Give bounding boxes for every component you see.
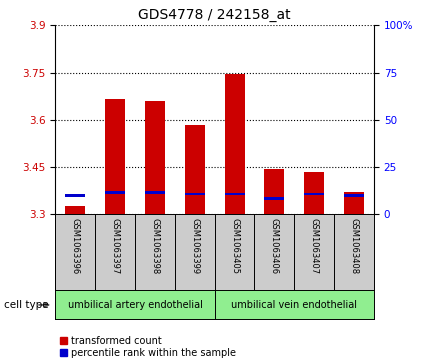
Title: GDS4778 / 242158_at: GDS4778 / 242158_at [138,8,291,22]
Text: GSM1063396: GSM1063396 [71,218,79,274]
Bar [185,193,205,195]
Bar [65,206,85,214]
Text: GSM1063399: GSM1063399 [190,218,199,274]
Text: GSM1063405: GSM1063405 [230,218,239,274]
Text: umbilical vein endothelial: umbilical vein endothelial [231,300,357,310]
Bar [105,99,125,214]
Bar [264,168,284,214]
Bar [304,193,324,195]
Bar [304,172,324,214]
Bar [65,194,85,197]
Bar [224,74,244,214]
Bar [344,194,364,197]
Text: umbilical artery endothelial: umbilical artery endothelial [68,300,202,310]
Bar [264,197,284,200]
Text: GSM1063407: GSM1063407 [310,218,319,274]
Text: GSM1063397: GSM1063397 [110,218,119,274]
Bar [105,191,125,194]
Text: cell type: cell type [4,300,49,310]
Text: GSM1063406: GSM1063406 [270,218,279,274]
Bar [344,192,364,214]
Bar [224,193,244,195]
Text: GSM1063398: GSM1063398 [150,218,159,274]
Bar [185,125,205,214]
Bar [145,101,165,214]
Text: GSM1063408: GSM1063408 [350,218,359,274]
Bar [145,191,165,194]
Legend: transformed count, percentile rank within the sample: transformed count, percentile rank withi… [60,336,236,358]
